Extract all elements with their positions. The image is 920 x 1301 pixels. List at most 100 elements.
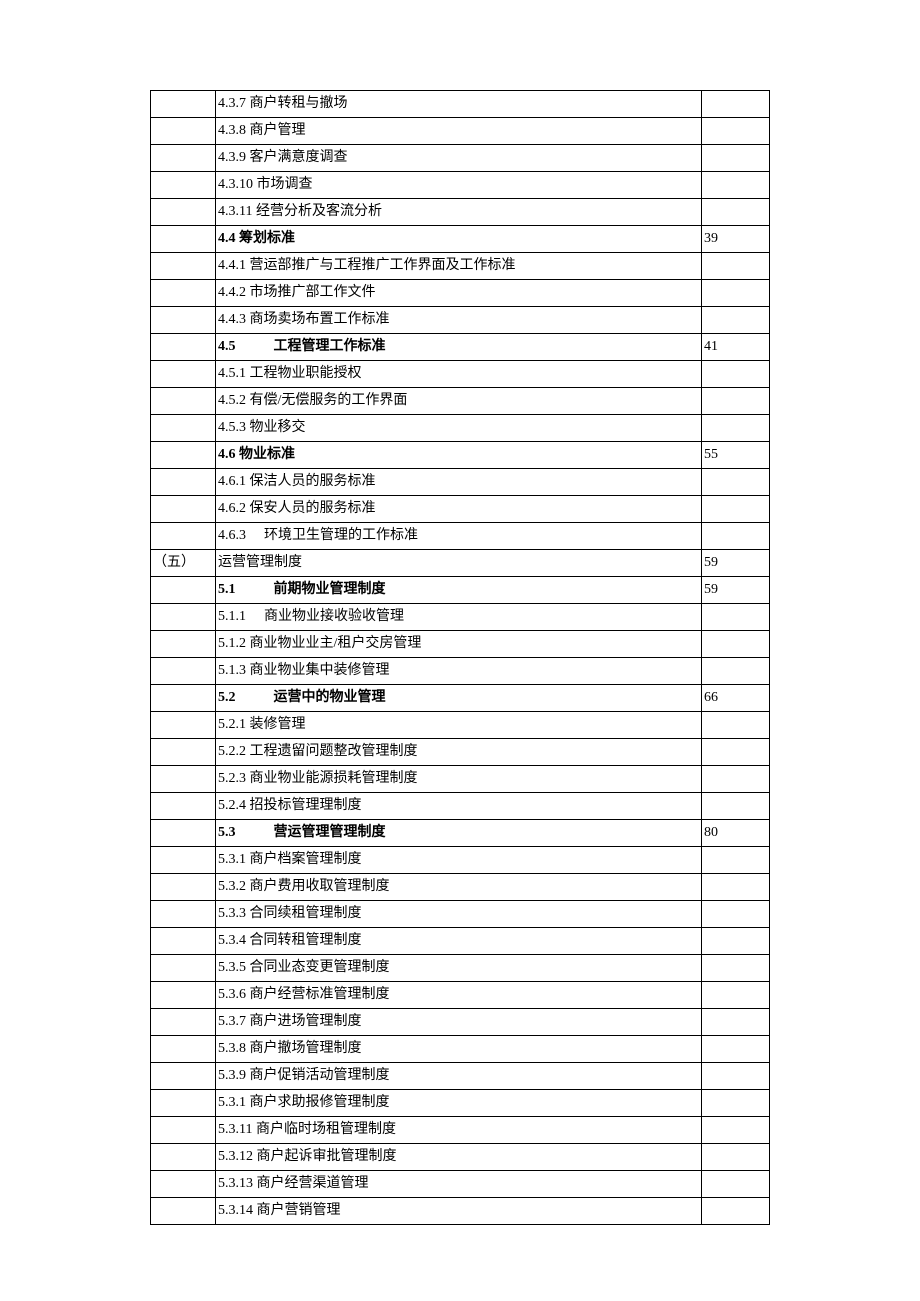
title-cell: 5.1.1 商业物业接收验收管理 <box>216 604 702 631</box>
table-row: 5.3.8 商户撤场管理制度 <box>151 1036 770 1063</box>
table-row: 4.4.3 商场卖场布置工作标准 <box>151 307 770 334</box>
table-row: 4.5.3 物业移交 <box>151 415 770 442</box>
section-cell <box>151 1036 216 1063</box>
title-suffix: 商业物业接收验收管理 <box>264 609 404 624</box>
page-cell <box>702 1009 770 1036</box>
section-cell <box>151 955 216 982</box>
toc-table: 4.3.7 商户转租与撤场4.3.8 商户管理4.3.9 客户满意度调查4.3.… <box>150 90 770 1225</box>
title-cell: 5.3.12 商户起诉审批管理制度 <box>216 1144 702 1171</box>
section-cell <box>151 199 216 226</box>
table-row: 5.2.2 工程遗留问题整改管理制度 <box>151 739 770 766</box>
page-cell <box>702 712 770 739</box>
table-row: 5.1.1 商业物业接收验收管理 <box>151 604 770 631</box>
title-cell: 5.1前期物业管理制度 <box>216 577 702 604</box>
title-cell: 5.3.5 合同业态变更管理制度 <box>216 955 702 982</box>
page-cell: 59 <box>702 577 770 604</box>
title-cell: 5.3.4 合同转租管理制度 <box>216 928 702 955</box>
title-suffix: 营运管理管理制度 <box>274 825 386 840</box>
table-row: 5.3.1 商户档案管理制度 <box>151 847 770 874</box>
table-row: 5.3.3 合同续租管理制度 <box>151 901 770 928</box>
title-cell: 5.1.3 商业物业集中装修管理 <box>216 658 702 685</box>
section-cell <box>151 388 216 415</box>
title-prefix: 5.1.1 <box>218 609 246 624</box>
title-cell: 4.4.2 市场推广部工作文件 <box>216 280 702 307</box>
title-cell: 4.3.11 经营分析及客流分析 <box>216 199 702 226</box>
title-cell: 5.2.1 装修管理 <box>216 712 702 739</box>
table-row: 4.3.8 商户管理 <box>151 118 770 145</box>
section-cell <box>151 766 216 793</box>
section-cell <box>151 847 216 874</box>
section-cell <box>151 577 216 604</box>
page-cell <box>702 361 770 388</box>
page-cell <box>702 1117 770 1144</box>
indent-gap <box>236 582 274 597</box>
title-cell: 5.2.4 招投标管理理制度 <box>216 793 702 820</box>
page-cell <box>702 1063 770 1090</box>
table-row: 4.5 工程管理工作标准 41 <box>151 334 770 361</box>
page-cell <box>702 604 770 631</box>
title-cell: 4.6.2 保安人员的服务标准 <box>216 496 702 523</box>
table-row: 5.3.9 商户促销活动管理制度 <box>151 1063 770 1090</box>
table-row: 5.1.2 商业物业业主/租户交房管理 <box>151 631 770 658</box>
title-cell: 5.3.6 商户经营标准管理制度 <box>216 982 702 1009</box>
title-cell: 4.3.10 市场调查 <box>216 172 702 199</box>
section-cell <box>151 604 216 631</box>
table-row: 5.3.11 商户临时场租管理制度 <box>151 1117 770 1144</box>
title-prefix: 4.5 <box>218 339 236 354</box>
title-cell: 5.3.14 商户营销管理 <box>216 1198 702 1225</box>
section-cell <box>151 901 216 928</box>
section-cell <box>151 1090 216 1117</box>
table-row: 4.3.10 市场调查 <box>151 172 770 199</box>
title-suffix: 运营中的物业管理 <box>274 690 386 705</box>
page-cell <box>702 253 770 280</box>
section-cell <box>151 307 216 334</box>
page-cell: 80 <box>702 820 770 847</box>
title-cell: 5.2.2 工程遗留问题整改管理制度 <box>216 739 702 766</box>
table-row: 4.3.11 经营分析及客流分析 <box>151 199 770 226</box>
page-cell <box>702 1171 770 1198</box>
page-cell <box>702 469 770 496</box>
table-row: 5.2.3 商业物业能源损耗管理制度 <box>151 766 770 793</box>
page-cell <box>702 280 770 307</box>
title-cell: 5.3.3 合同续租管理制度 <box>216 901 702 928</box>
page-cell <box>702 739 770 766</box>
title-cell: 5.3.7 商户进场管理制度 <box>216 1009 702 1036</box>
section-cell: （五） <box>151 550 216 577</box>
title-prefix: 5.1 <box>218 582 236 597</box>
title-cell: 4.4.1 营运部推广与工程推广工作界面及工作标准 <box>216 253 702 280</box>
title-cell: 5.3.11 商户临时场租管理制度 <box>216 1117 702 1144</box>
table-row: 5.3营运管理管理制度80 <box>151 820 770 847</box>
title-cell: 4.3.8 商户管理 <box>216 118 702 145</box>
table-row: 4.5.2 有偿/无偿服务的工作界面 <box>151 388 770 415</box>
table-row: 5.3.5 合同业态变更管理制度 <box>151 955 770 982</box>
title-suffix: 工程管理工作标准 <box>274 339 386 354</box>
section-cell <box>151 145 216 172</box>
page-cell <box>702 91 770 118</box>
page-cell: 41 <box>702 334 770 361</box>
indent-gap <box>236 339 274 354</box>
indent-gap <box>246 609 264 624</box>
title-cell: 4.5.2 有偿/无偿服务的工作界面 <box>216 388 702 415</box>
table-row: 4.6 物业标准55 <box>151 442 770 469</box>
section-cell <box>151 253 216 280</box>
title-cell: 4.4 筹划标准 <box>216 226 702 253</box>
page-cell: 39 <box>702 226 770 253</box>
title-cell: 5.3.13 商户经营渠道管理 <box>216 1171 702 1198</box>
section-cell <box>151 1171 216 1198</box>
table-row: 4.4.2 市场推广部工作文件 <box>151 280 770 307</box>
section-cell <box>151 361 216 388</box>
page-cell <box>702 1144 770 1171</box>
section-cell <box>151 1198 216 1225</box>
document-page: 4.3.7 商户转租与撤场4.3.8 商户管理4.3.9 客户满意度调查4.3.… <box>0 0 920 1285</box>
section-cell <box>151 793 216 820</box>
section-cell <box>151 928 216 955</box>
section-cell <box>151 118 216 145</box>
title-cell: 5.2运营中的物业管理 <box>216 685 702 712</box>
page-cell <box>702 658 770 685</box>
section-cell <box>151 91 216 118</box>
title-cell: 5.3营运管理管理制度 <box>216 820 702 847</box>
title-cell: 4.6.3环境卫生管理的工作标准 <box>216 523 702 550</box>
section-cell <box>151 415 216 442</box>
title-cell: 4.4.3 商场卖场布置工作标准 <box>216 307 702 334</box>
table-row: 5.3.14 商户营销管理 <box>151 1198 770 1225</box>
